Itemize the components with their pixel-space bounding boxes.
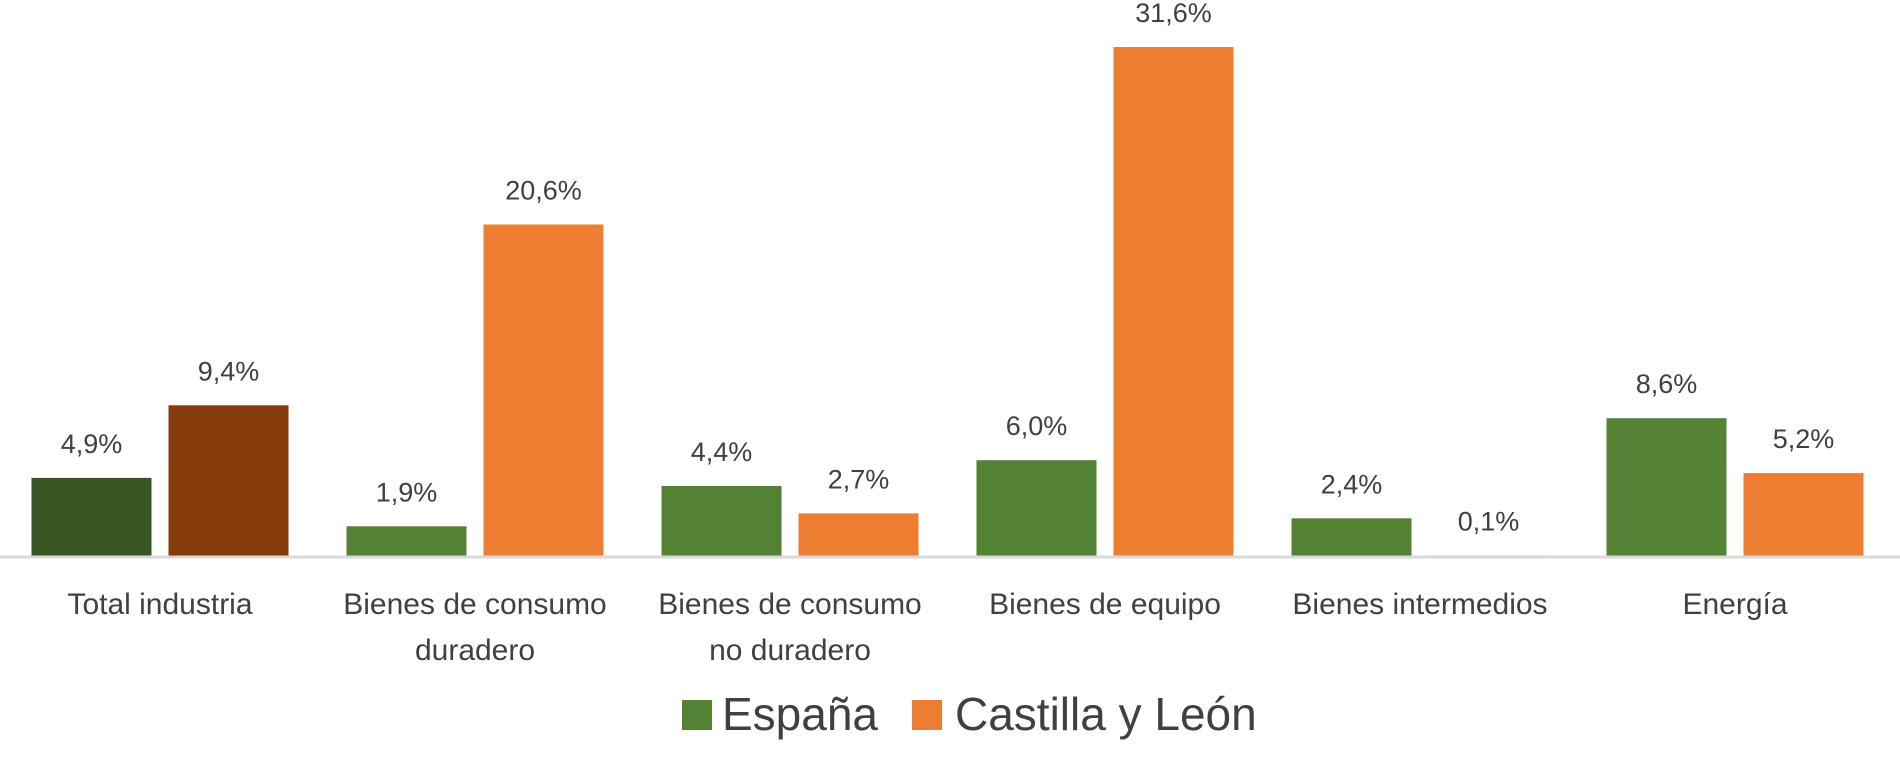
bar-castilla-y-leon-5: [1743, 473, 1864, 557]
category-label-5: Energía: [1682, 588, 1787, 621]
category-label-line: Bienes de equipo: [989, 588, 1221, 621]
category-label-line: Total industria: [67, 588, 252, 621]
value-labels-layer: 4,9% 9,4% 1,9% 20,6% 4,4% 2,7% 6,0% 31,6% 2,4% 0,…: [61, 0, 1835, 536]
legend-swatch-castilla-y-leon: [912, 700, 942, 730]
category-label-0: Total industria: [67, 588, 252, 621]
legend: España Castilla y León: [682, 688, 1257, 740]
bar-espana-0: [31, 477, 152, 557]
legend-swatch-espana: [682, 700, 712, 730]
bar-espana-5: [1606, 418, 1727, 557]
bar-espana-2: [661, 486, 782, 557]
category-label-1: Bienes de consumo duradero: [343, 588, 607, 667]
value-label-castilla-y-leon-4: 0,1%: [1458, 506, 1520, 536]
category-label-line: Bienes de consumo: [658, 588, 922, 621]
bar-espana-1: [346, 526, 467, 557]
value-label-espana-0: 4,9%: [61, 429, 123, 459]
category-label-line: Energía: [1682, 588, 1787, 621]
category-label-3: Bienes de equipo: [989, 588, 1221, 621]
value-label-espana-3: 6,0%: [1006, 411, 1068, 441]
bar-castilla-y-leon-2: [798, 513, 919, 557]
bar-castilla-y-leon-0: [168, 405, 289, 557]
bar-espana-4: [1291, 518, 1412, 557]
legend-label-castilla-y-leon: Castilla y León: [955, 688, 1257, 740]
bar-castilla-y-leon-3: [1113, 47, 1234, 557]
category-label-line: duradero: [415, 634, 535, 667]
value-label-espana-5: 8,6%: [1636, 369, 1698, 399]
category-label-line: no duradero: [709, 634, 871, 667]
value-label-castilla-y-leon-3: 31,6%: [1135, 0, 1212, 28]
bar-castilla-y-leon-1: [483, 224, 604, 557]
value-label-espana-1: 1,9%: [376, 477, 438, 507]
category-label-4: Bienes intermedios: [1292, 588, 1547, 621]
value-label-espana-2: 4,4%: [691, 437, 753, 467]
value-label-castilla-y-leon-1: 20,6%: [505, 176, 582, 206]
bars-layer: [31, 47, 1864, 557]
category-labels-layer: Total industria Bienes de consumo duradero…: [67, 588, 1787, 667]
value-label-castilla-y-leon-0: 9,4%: [198, 356, 260, 386]
bar-espana-3: [976, 460, 1097, 557]
category-label-line: Bienes intermedios: [1292, 588, 1547, 621]
legend-label-espana: España: [722, 688, 878, 740]
category-label-line: Bienes de consumo: [343, 588, 607, 621]
value-label-espana-4: 2,4%: [1321, 469, 1383, 499]
category-label-2: Bienes de consumo no duradero: [658, 588, 922, 667]
value-label-castilla-y-leon-2: 2,7%: [828, 464, 890, 494]
value-label-castilla-y-leon-5: 5,2%: [1773, 424, 1835, 454]
